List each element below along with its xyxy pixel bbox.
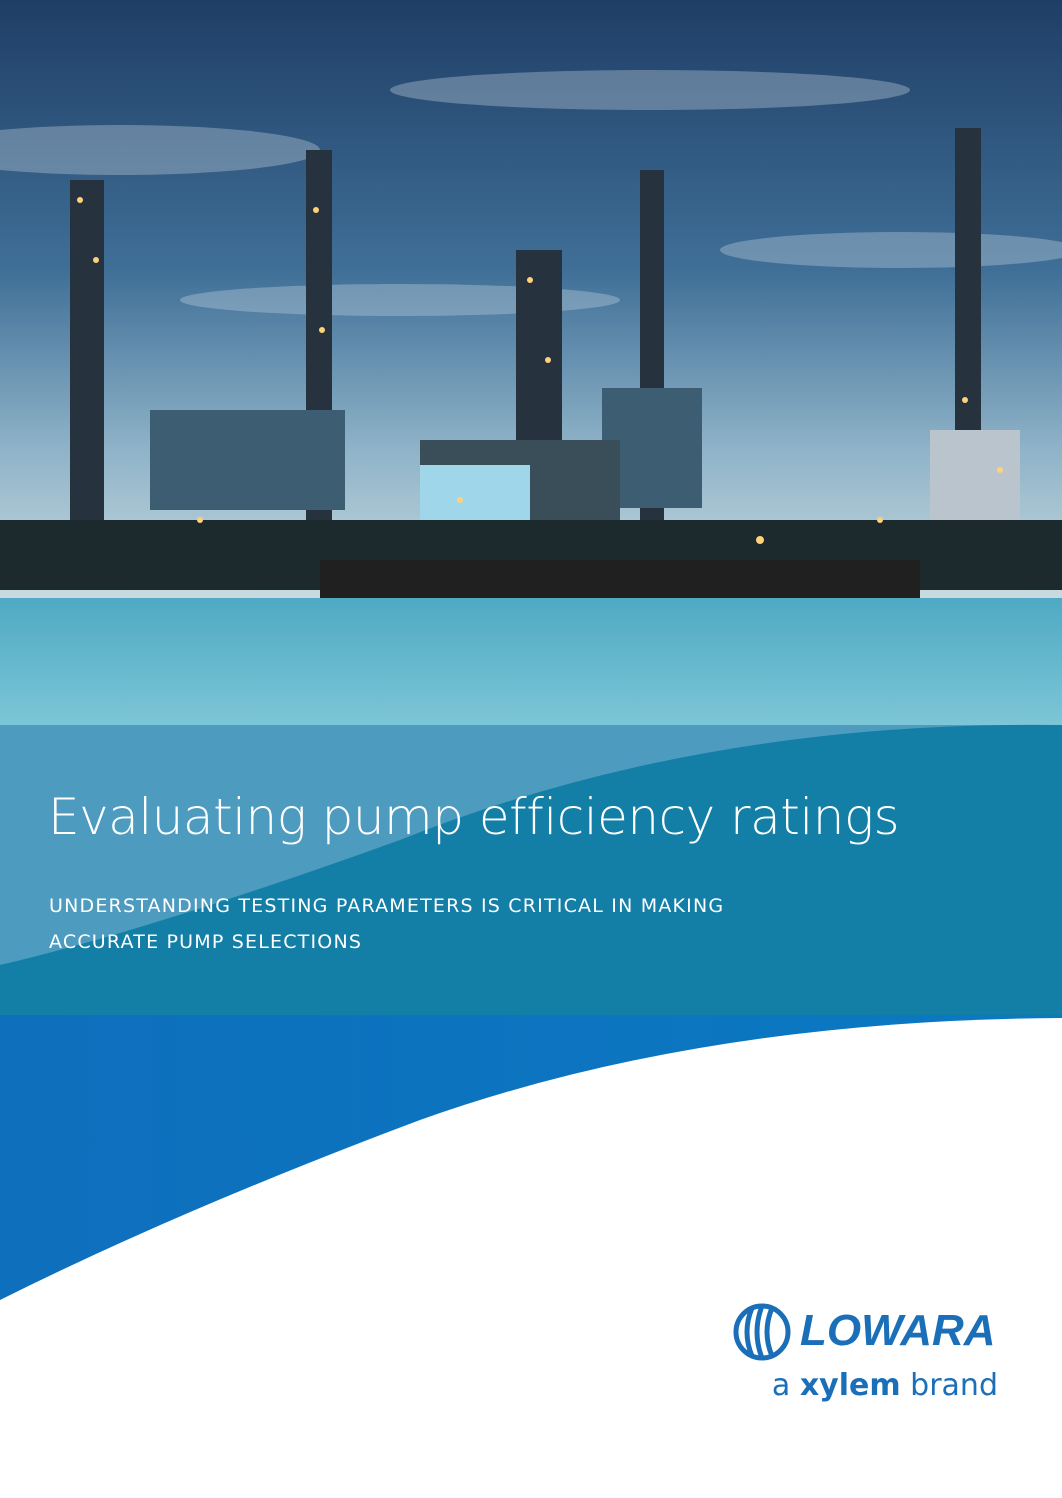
subtitle-line: ACCURATE PUMP SELECTIONS <box>49 931 363 953</box>
water <box>0 598 1062 725</box>
subtitle-line: UNDERSTANDING TESTING PARAMETERS IS CRIT… <box>49 895 725 917</box>
logo-mark <box>733 1303 791 1361</box>
logo-name: LOWARA <box>800 1306 996 1355</box>
tagline: a xylem brand <box>772 1368 998 1403</box>
tagline-brand: xylem <box>799 1368 901 1403</box>
white-curve <box>0 1018 1062 1498</box>
lights <box>77 197 1003 544</box>
tagline-prefix: a <box>771 1368 791 1403</box>
light-swoosh <box>0 724 1062 965</box>
clouds <box>0 70 1062 316</box>
title: Evaluating pump efficiency ratings <box>48 788 900 846</box>
tagline-suffix: brand <box>910 1368 998 1403</box>
refinery <box>0 128 1062 605</box>
